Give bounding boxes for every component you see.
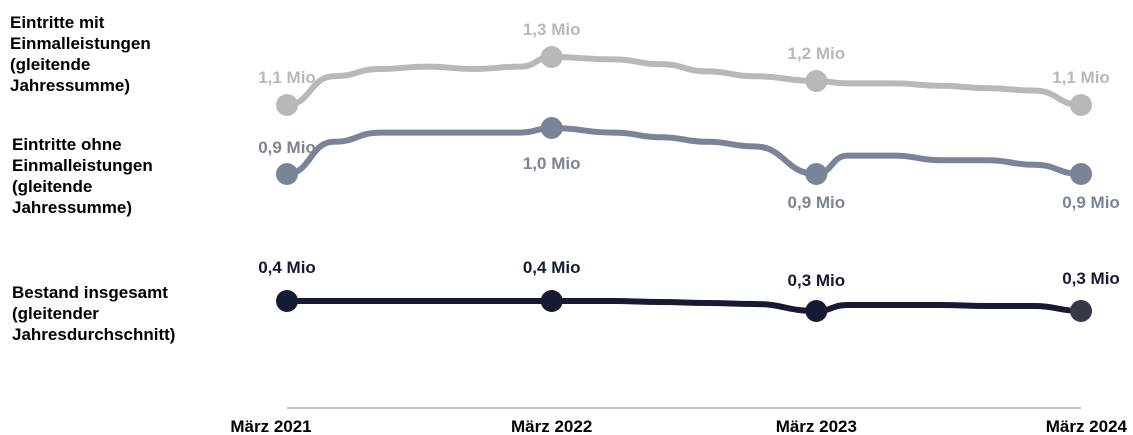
series-layer: 1,1 Mio 1,3 Mio 1,2 Mio 1,1 Mio 0,9 Mio 1,0 M… — [258, 20, 1120, 322]
data-label-0-0: 1,1 Mio — [258, 68, 316, 87]
x-tick-label: März 2022 — [511, 417, 592, 435]
series-2: 0,4 Mio 0,4 Mio 0,3 Mio 0,3 Mio — [258, 258, 1120, 322]
data-label-0-2: 1,2 Mio — [788, 44, 846, 63]
data-point-2-0 — [276, 290, 298, 312]
data-point-2-1 — [540, 290, 563, 312]
series-line-2 — [284, 297, 1084, 314]
data-point-0-1 — [540, 46, 563, 68]
x-tick-label: März 2023 — [776, 417, 857, 435]
data-label-2-1: 0,4 Mio — [523, 258, 581, 277]
series-label-bestand: Bestand insgesamt (gleitender Jahresdurc… — [12, 283, 176, 344]
data-point-1-3 — [1070, 163, 1092, 185]
data-point-0-3 — [1070, 94, 1092, 116]
data-label-0-1: 1,3 Mio — [523, 20, 581, 39]
data-point-0-2 — [805, 70, 828, 92]
data-point-1-2 — [805, 163, 828, 185]
x-tick-labels: März 2021 März 2022 März 2023 März 2024 — [230, 417, 1127, 435]
data-point-1-1 — [540, 117, 563, 139]
data-label-2-2: 0,3 Mio — [788, 271, 846, 290]
data-label-1-1: 1,0 Mio — [523, 154, 581, 173]
series-line-0 — [284, 54, 1084, 108]
data-label-2-0: 0,4 Mio — [258, 258, 316, 277]
data-label-1-0: 0,9 Mio — [258, 138, 316, 157]
data-point-2-2 — [805, 300, 828, 322]
series-label-eintritte-mit: Eintritte mit Einmalleistungen (gleitend… — [10, 13, 151, 95]
data-label-0-3: 1,1 Mio — [1052, 68, 1110, 87]
data-point-0-0 — [276, 94, 298, 116]
data-label-1-3: 0,9 Mio — [1062, 193, 1120, 212]
x-tick-label: März 2024 — [1046, 417, 1128, 435]
x-tick-label: März 2021 — [230, 417, 311, 435]
data-label-1-2: 0,9 Mio — [788, 193, 846, 212]
data-point-1-0 — [276, 163, 298, 185]
series-1: 0,9 Mio 1,0 Mio 0,9 Mio 0,9 Mio — [258, 117, 1120, 212]
data-point-2-3 — [1070, 300, 1092, 322]
series-label-eintritte-ohne: Eintritte ohne Einmalleistungen (gleiten… — [12, 135, 153, 217]
series-0: 1,1 Mio 1,3 Mio 1,2 Mio 1,1 Mio — [258, 20, 1110, 116]
series-line-1 — [284, 125, 1084, 177]
data-label-2-3: 0,3 Mio — [1062, 269, 1120, 288]
